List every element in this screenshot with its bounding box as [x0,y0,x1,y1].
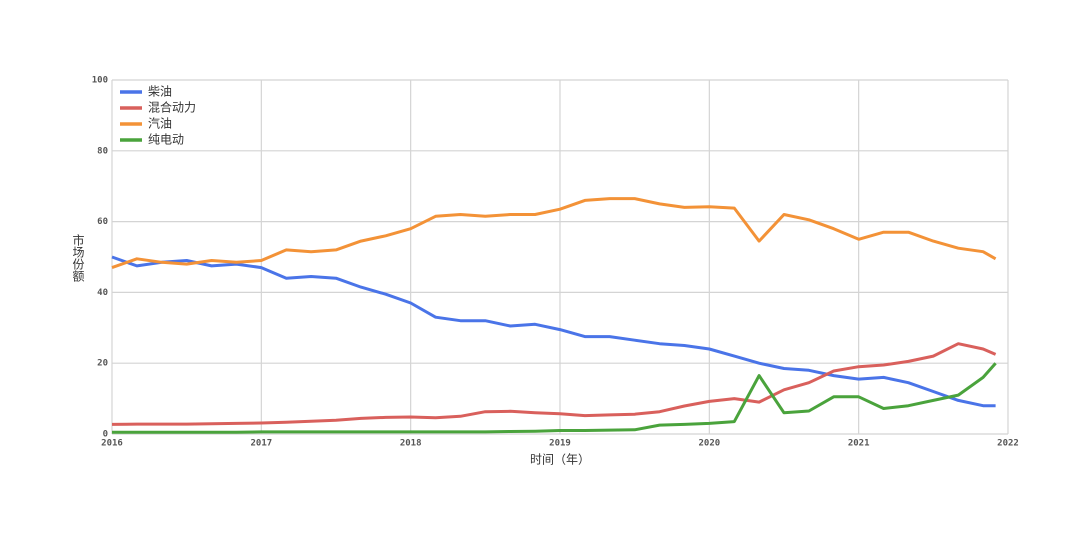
x-tick-label: 2020 [698,439,720,449]
x-tick-label: 2017 [250,439,272,449]
y-tick-label: 40 [97,288,108,298]
x-tick-label: 2022 [997,439,1019,449]
y-tick-label: 0 [103,430,108,440]
legend-label: 柴油 [148,85,172,99]
legend-label: 混合动力 [148,100,196,115]
y-axis-label: 市场份额 [71,233,85,283]
series-line [111,197,997,270]
series-line [111,255,996,408]
x-tick-label: 2018 [400,439,422,449]
series-line [111,342,997,426]
x-axis-label: 时间（年） [530,453,590,467]
legend-label: 纯电动 [148,133,184,147]
x-tick-label: 2019 [549,439,571,449]
legend-label: 汽油 [148,116,172,131]
x-tick-label: 2021 [848,439,870,449]
y-tick-label: 100 [92,76,108,86]
x-tick-label: 2016 [101,439,123,449]
series-line [112,362,997,434]
y-tick-label: 60 [97,217,108,227]
y-tick-label: 20 [97,359,108,369]
y-tick-label: 80 [97,146,108,156]
